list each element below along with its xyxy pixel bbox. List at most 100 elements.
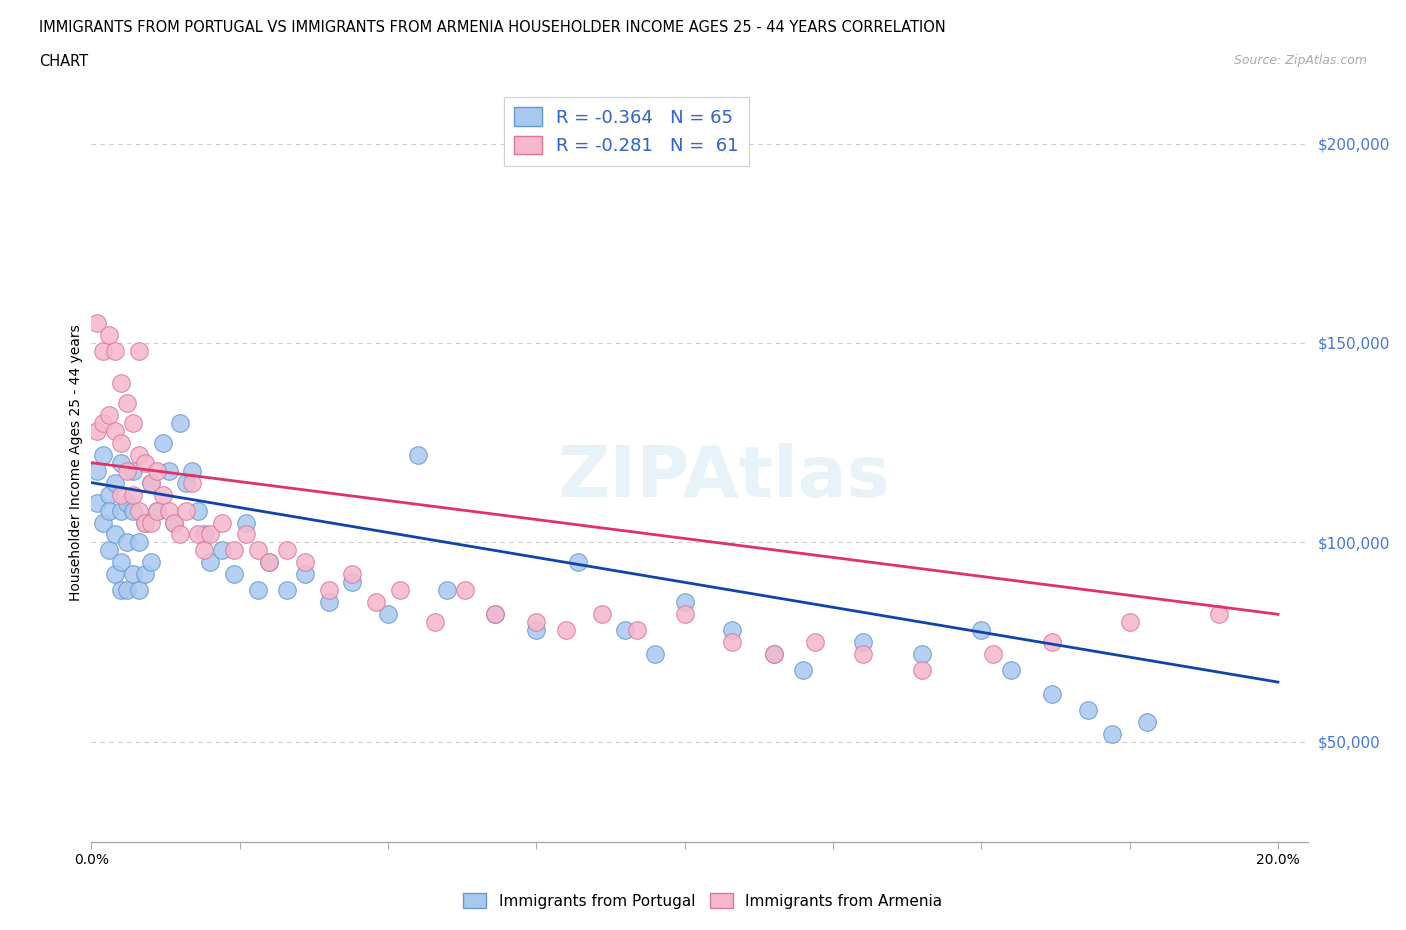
Point <box>128 535 150 550</box>
Point <box>1118 615 1140 630</box>
Point <box>1042 686 1064 701</box>
Text: ZIPAtlas: ZIPAtlas <box>558 444 890 512</box>
Point <box>115 395 138 410</box>
Legend: R = -0.364   N = 65, R = -0.281   N =  61: R = -0.364 N = 65, R = -0.281 N = 61 <box>503 97 749 166</box>
Point <box>115 535 138 550</box>
Point <box>721 635 744 650</box>
Point <box>122 463 145 478</box>
Point <box>152 487 174 502</box>
Point <box>484 607 506 622</box>
Point <box>145 463 167 478</box>
Point <box>246 583 269 598</box>
Point <box>762 646 785 661</box>
Point <box>644 646 666 661</box>
Point <box>110 376 132 391</box>
Point <box>176 503 198 518</box>
Point <box>852 646 875 661</box>
Point <box>110 503 132 518</box>
Point <box>222 543 245 558</box>
Point <box>436 583 458 598</box>
Point <box>614 623 637 638</box>
Point <box>276 583 298 598</box>
Point <box>134 515 156 530</box>
Point <box>673 607 696 622</box>
Point <box>762 646 785 661</box>
Point <box>235 527 257 542</box>
Point <box>318 595 340 610</box>
Point <box>110 435 132 450</box>
Point <box>157 503 180 518</box>
Point <box>852 635 875 650</box>
Point <box>981 646 1004 661</box>
Point <box>721 623 744 638</box>
Point <box>139 475 162 490</box>
Point <box>294 555 316 570</box>
Point <box>406 447 429 462</box>
Point <box>139 475 162 490</box>
Point <box>91 343 114 358</box>
Point <box>134 567 156 582</box>
Point <box>128 503 150 518</box>
Point <box>128 343 150 358</box>
Point <box>169 527 191 542</box>
Point <box>1136 714 1159 729</box>
Point <box>626 623 648 638</box>
Point <box>567 555 589 570</box>
Point <box>792 663 814 678</box>
Point <box>115 463 138 478</box>
Point <box>259 555 281 570</box>
Point <box>246 543 269 558</box>
Point <box>86 423 108 438</box>
Point <box>454 583 477 598</box>
Point <box>388 583 411 598</box>
Point <box>139 555 162 570</box>
Point <box>198 555 221 570</box>
Point <box>169 416 191 431</box>
Point <box>222 567 245 582</box>
Point <box>524 623 547 638</box>
Point <box>104 343 127 358</box>
Point <box>145 503 167 518</box>
Point <box>911 646 934 661</box>
Legend: Immigrants from Portugal, Immigrants from Armenia: Immigrants from Portugal, Immigrants fro… <box>457 886 949 915</box>
Point <box>110 487 132 502</box>
Point <box>91 416 114 431</box>
Point <box>91 515 114 530</box>
Point <box>104 527 127 542</box>
Point <box>555 623 578 638</box>
Point <box>86 495 108 510</box>
Point <box>104 423 127 438</box>
Point <box>110 555 132 570</box>
Point <box>211 515 233 530</box>
Point <box>110 456 132 471</box>
Point <box>276 543 298 558</box>
Point <box>163 515 186 530</box>
Point <box>98 407 121 422</box>
Point <box>104 475 127 490</box>
Point <box>181 475 204 490</box>
Text: IMMIGRANTS FROM PORTUGAL VS IMMIGRANTS FROM ARMENIA HOUSEHOLDER INCOME AGES 25 -: IMMIGRANTS FROM PORTUGAL VS IMMIGRANTS F… <box>39 20 946 35</box>
Point <box>122 416 145 431</box>
Point <box>804 635 827 650</box>
Point <box>91 447 114 462</box>
Point <box>342 567 364 582</box>
Text: Source: ZipAtlas.com: Source: ZipAtlas.com <box>1233 54 1367 67</box>
Point <box>122 503 145 518</box>
Point <box>110 583 132 598</box>
Point <box>484 607 506 622</box>
Point <box>193 543 215 558</box>
Point <box>115 583 138 598</box>
Point <box>181 463 204 478</box>
Point <box>1042 635 1064 650</box>
Point <box>86 315 108 330</box>
Point <box>187 527 209 542</box>
Point <box>98 503 121 518</box>
Point <box>259 555 281 570</box>
Point <box>98 543 121 558</box>
Point <box>176 475 198 490</box>
Point <box>1000 663 1022 678</box>
Point <box>1077 702 1099 717</box>
Point <box>139 515 162 530</box>
Point <box>366 595 388 610</box>
Point <box>152 435 174 450</box>
